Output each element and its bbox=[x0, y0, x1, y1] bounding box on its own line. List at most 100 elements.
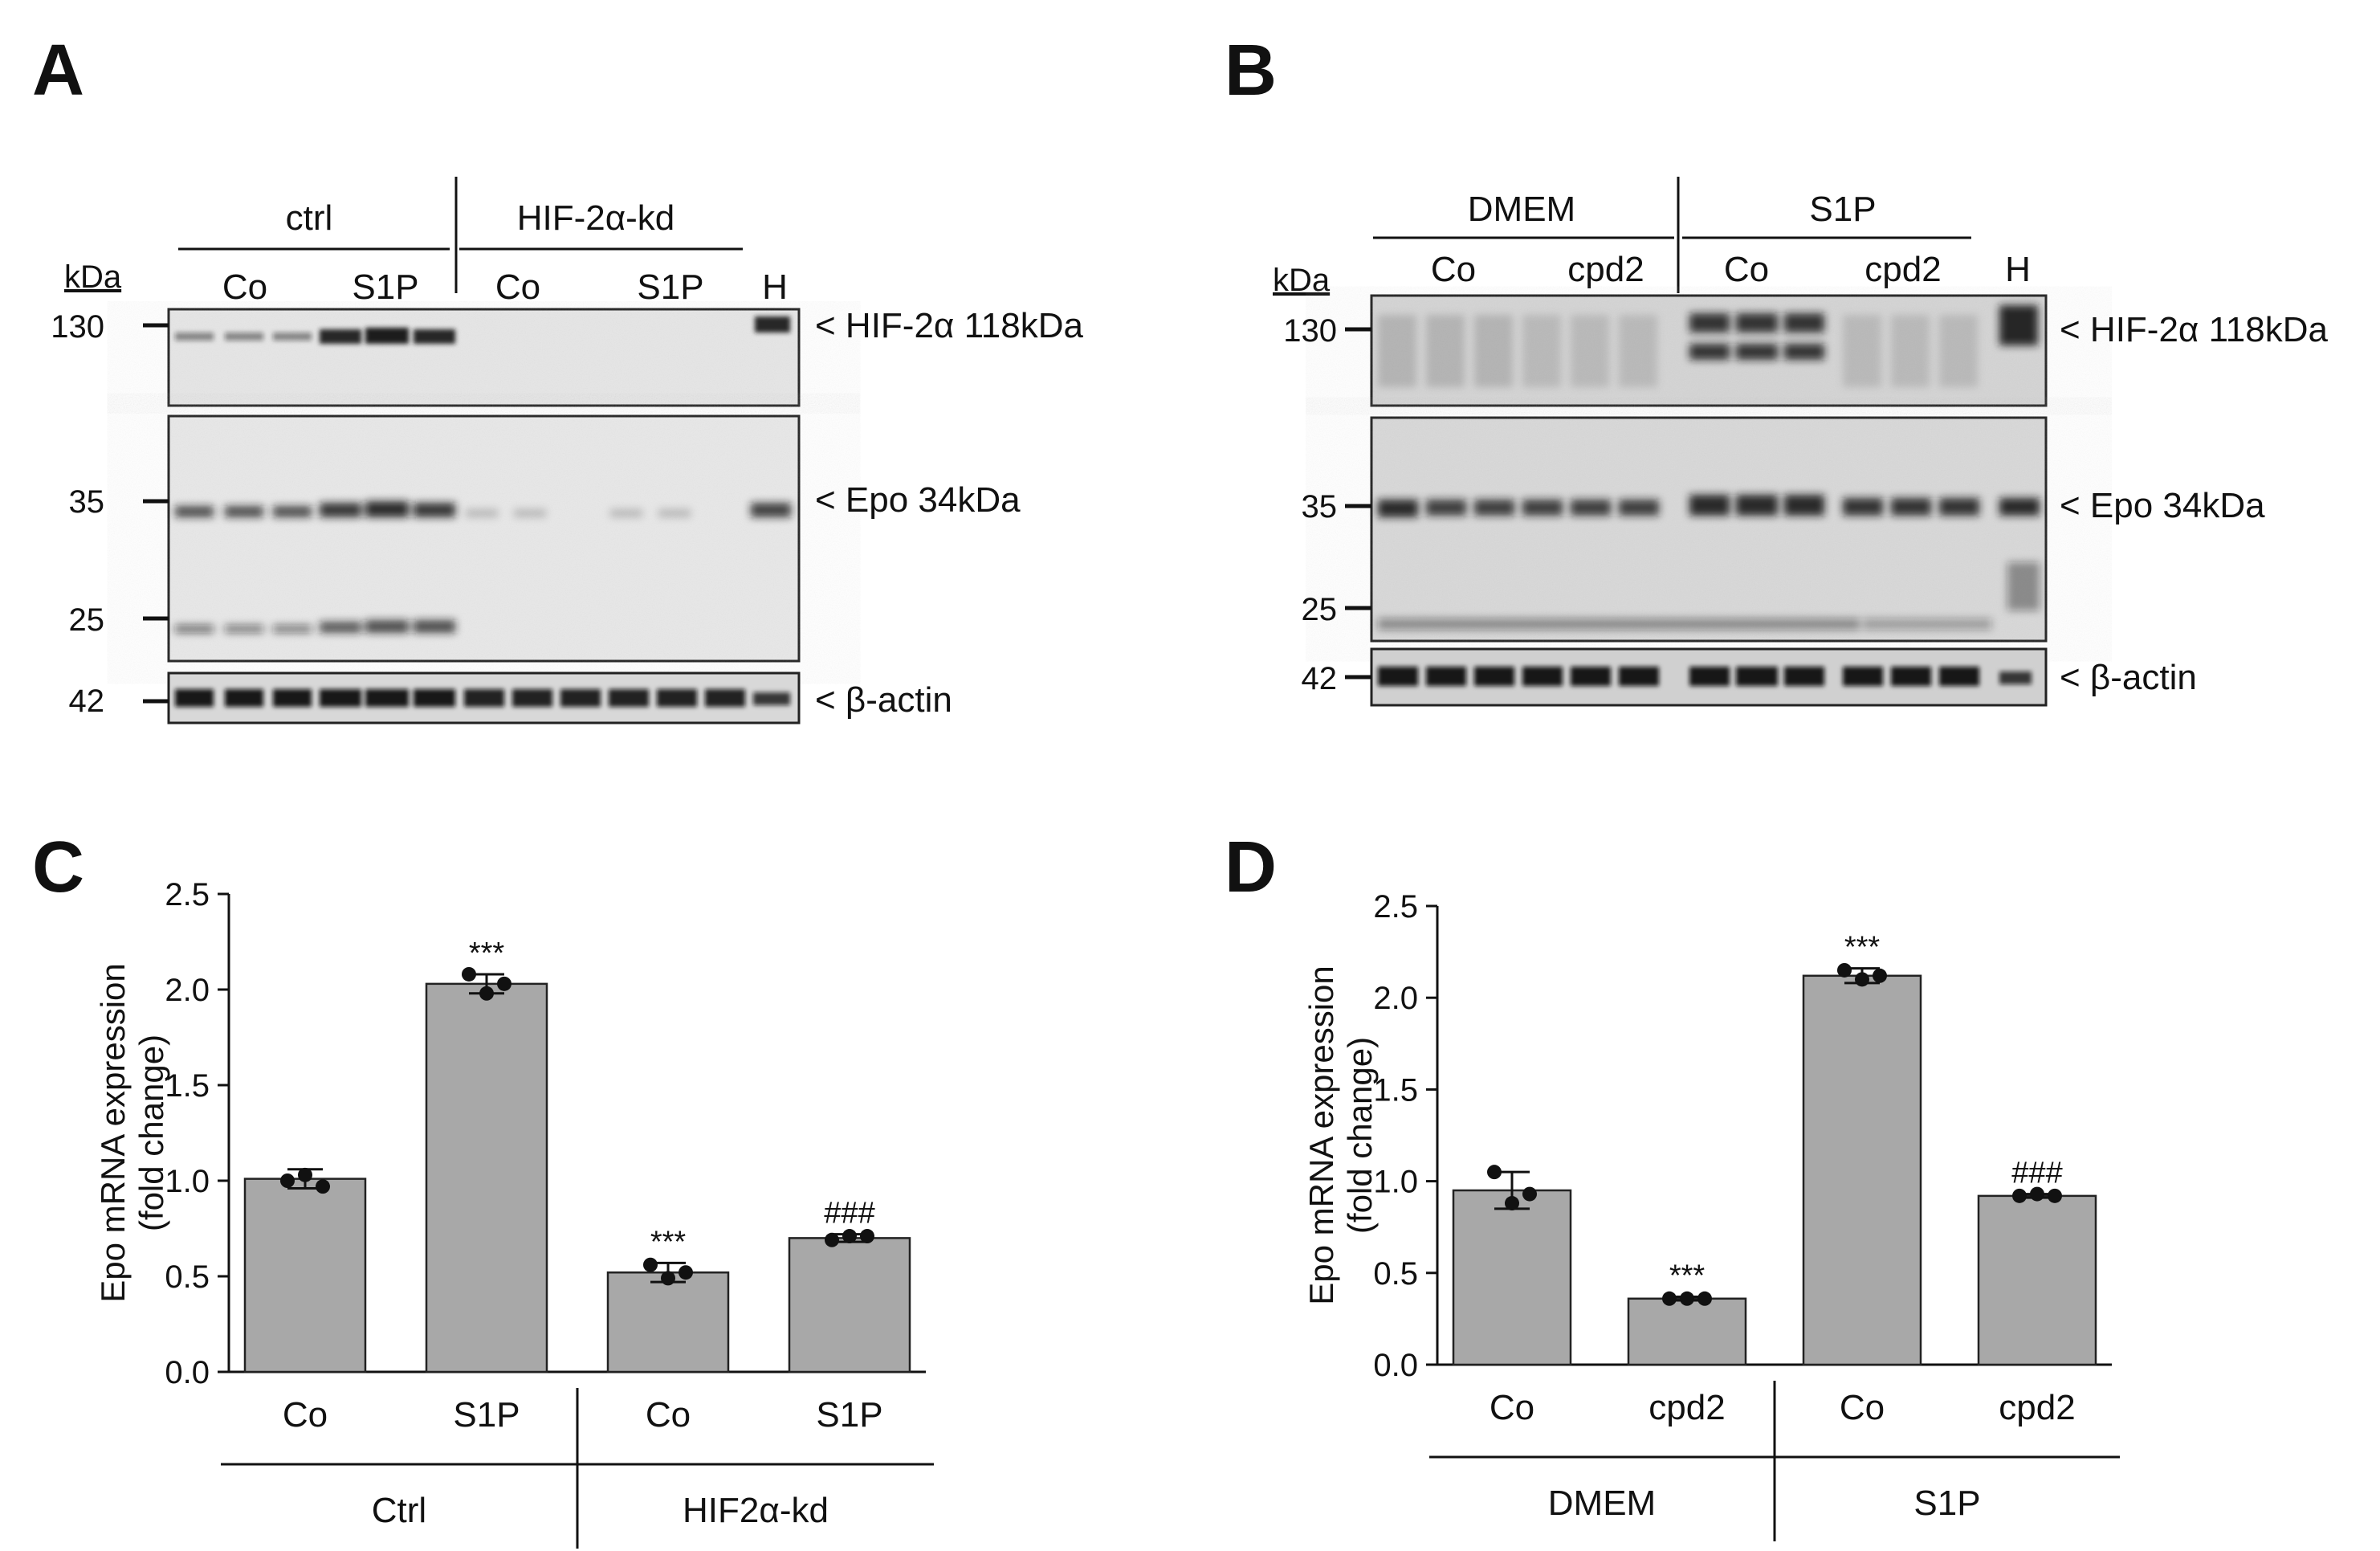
chart-d-category-label: cpd2 bbox=[1648, 1388, 1725, 1427]
blot-b-actin-strip bbox=[1370, 647, 2048, 707]
western-blot-figure: A ctrl HIF-2α-kd kDa Co S1P Co S1P H 130… bbox=[32, 31, 2329, 724]
chart-c-data-point bbox=[679, 1265, 693, 1280]
chart-d-y-axis-label-2: (fold change) bbox=[1341, 1037, 1379, 1234]
chart-d-data-point bbox=[1855, 972, 1869, 987]
blot-a-actin-label: < β-actin bbox=[815, 680, 952, 720]
blot-b-lane-cpd2-1: cpd2 bbox=[1567, 250, 1644, 289]
bar-chart-d: D 0.0 0.5 1.0 1.5 2.0 2.5 Epo mRNA expression(… bbox=[1225, 827, 2120, 1541]
chart-d-y-tick-label: 1.0 bbox=[1373, 1165, 1418, 1200]
blot-b-group-s1p: S1P bbox=[1809, 190, 1876, 229]
bar-chart-c: C 0.0 0.5 1.0 1.5 2.0 2.5 Epo mRNA expression(… bbox=[32, 827, 934, 1549]
blot-b-marker-42: 42 bbox=[1302, 661, 1338, 696]
chart-d-category-label: Co bbox=[1490, 1388, 1534, 1427]
blot-a-marker-42: 42 bbox=[69, 684, 105, 719]
chart-d-data-point bbox=[1680, 1291, 1694, 1306]
chart-c-group-label: HIF2α-kd bbox=[683, 1491, 829, 1530]
blot-b-lane-co-1: Co bbox=[1431, 250, 1476, 289]
chart-c-y-axis-label-2: (fold change) bbox=[132, 1035, 170, 1231]
blot-a-lane-co-2: Co bbox=[495, 267, 540, 307]
blot-a-lane-h: H bbox=[762, 267, 788, 307]
blot-a-group-ctrl: ctrl bbox=[286, 198, 333, 238]
chart-d-significance-label: *** bbox=[1669, 1259, 1706, 1292]
blot-b-lane-co-2: Co bbox=[1724, 250, 1769, 289]
chart-c-bar bbox=[243, 1178, 367, 1373]
blot-a-kda-label: kDa bbox=[64, 259, 122, 295]
chart-c-data-point bbox=[825, 1232, 839, 1247]
chart-c-y-tick-label: 2.0 bbox=[165, 973, 210, 1008]
chart-c-significance-label: *** bbox=[650, 1225, 687, 1259]
chart-c-bar bbox=[425, 982, 548, 1373]
blot-b-marker-130: 130 bbox=[1283, 313, 1337, 349]
blot-b-epo-label: < Epo 34kDa bbox=[2060, 486, 2265, 525]
chart-d-significance-label: *** bbox=[1844, 931, 1881, 965]
chart-d-data-point bbox=[1873, 968, 1887, 983]
blot-b-lane-h: H bbox=[2005, 250, 2031, 289]
chart-d-bar bbox=[1802, 974, 1922, 1366]
chart-c-y-tick-label: 1.0 bbox=[165, 1164, 210, 1199]
chart-d-data-point bbox=[1697, 1291, 1712, 1306]
chart-c-significance-label: ### bbox=[824, 1197, 874, 1231]
chart-d-data-point bbox=[2048, 1188, 2062, 1203]
chart-d-category-label: Co bbox=[1840, 1388, 1885, 1427]
panel-letter-a: A bbox=[32, 31, 84, 111]
blot-a-marker-25: 25 bbox=[69, 602, 105, 638]
chart-c-category-label: Co bbox=[283, 1395, 328, 1435]
chart-c-group-label: Ctrl bbox=[372, 1491, 426, 1530]
chart-d-y-axis-label: Epo mRNA expression bbox=[1302, 965, 1340, 1305]
blot-a-actin-strip bbox=[167, 671, 801, 724]
chart-c-data-point bbox=[298, 1167, 312, 1182]
blot-b-hif-label: < HIF-2α 118kDa bbox=[2060, 310, 2329, 349]
chart-d-category-label: cpd2 bbox=[1999, 1388, 2075, 1427]
chart-c-data-point bbox=[497, 976, 511, 991]
blot-b-hif-strip bbox=[1370, 294, 2048, 407]
chart-c-y-tick-label: 0.5 bbox=[165, 1259, 210, 1295]
chart-d-group-label: S1P bbox=[1913, 1484, 1980, 1523]
chart-c-significance-label: *** bbox=[469, 937, 505, 970]
blot-a-lane-s1p-2: S1P bbox=[637, 267, 703, 307]
chart-c-data-point bbox=[842, 1229, 857, 1244]
panel-letter-c: C bbox=[32, 827, 84, 908]
chart-c-data-point bbox=[280, 1173, 295, 1188]
chart-d-bar bbox=[1452, 1189, 1572, 1366]
chart-c-data-point bbox=[479, 986, 494, 1001]
chart-d-bar bbox=[1977, 1194, 2097, 1366]
blot-b-lane-cpd2-2: cpd2 bbox=[1864, 250, 1941, 289]
chart-d-y-tick-label: 0.0 bbox=[1373, 1348, 1418, 1383]
chart-d-data-point bbox=[1505, 1196, 1519, 1211]
blot-b-actin-label: < β-actin bbox=[2060, 658, 2197, 697]
blot-a-epo-label: < Epo 34kDa bbox=[815, 480, 1021, 520]
chart-c-data-point bbox=[462, 966, 476, 982]
chart-c-data-point bbox=[316, 1179, 330, 1194]
chart-d-y-tick-label: 2.0 bbox=[1373, 981, 1418, 1016]
blot-b-group-dmem: DMEM bbox=[1468, 190, 1575, 229]
chart-d-group-label: DMEM bbox=[1548, 1484, 1656, 1523]
chart-c-data-point bbox=[643, 1257, 658, 1272]
blot-a-marker-35: 35 bbox=[69, 484, 105, 520]
chart-c-category-label: Co bbox=[646, 1395, 691, 1435]
chart-d-y-tick-label: 1.5 bbox=[1373, 1072, 1418, 1108]
blot-a-epo-strip bbox=[167, 414, 801, 663]
blot-a-marker-130: 130 bbox=[51, 309, 104, 345]
chart-d-data-point bbox=[1522, 1186, 1537, 1202]
chart-d-data-point bbox=[1837, 962, 1852, 978]
chart-d-data-point bbox=[2012, 1188, 2027, 1203]
chart-c-y-axis-label: Epo mRNA expression bbox=[94, 963, 132, 1303]
blot-b-marker-35: 35 bbox=[1302, 489, 1338, 524]
chart-c-y-tick-label: 0.0 bbox=[165, 1355, 210, 1390]
chart-c-category-label: S1P bbox=[816, 1395, 882, 1435]
chart-c-category-label: S1P bbox=[453, 1395, 520, 1435]
chart-d-y-tick-label: 0.5 bbox=[1373, 1256, 1418, 1292]
chart-c-bar bbox=[606, 1271, 730, 1373]
chart-c-y-tick-label: 1.5 bbox=[165, 1068, 210, 1104]
blot-b-kda-label: kDa bbox=[1273, 263, 1331, 298]
chart-d-bar bbox=[1627, 1297, 1747, 1366]
chart-d-data-point bbox=[2030, 1186, 2044, 1202]
chart-d-data-point bbox=[1662, 1291, 1677, 1306]
chart-d-data-point bbox=[1487, 1165, 1502, 1180]
chart-c-y-tick-label: 2.5 bbox=[165, 877, 210, 912]
blot-a-hif-strip bbox=[167, 308, 801, 407]
panel-letter-d: D bbox=[1225, 827, 1277, 908]
panel-letter-b: B bbox=[1225, 31, 1277, 111]
blot-a-lane-s1p-1: S1P bbox=[352, 267, 418, 307]
blot-a-hif-label: < HIF-2α 118kDa bbox=[815, 306, 1084, 345]
